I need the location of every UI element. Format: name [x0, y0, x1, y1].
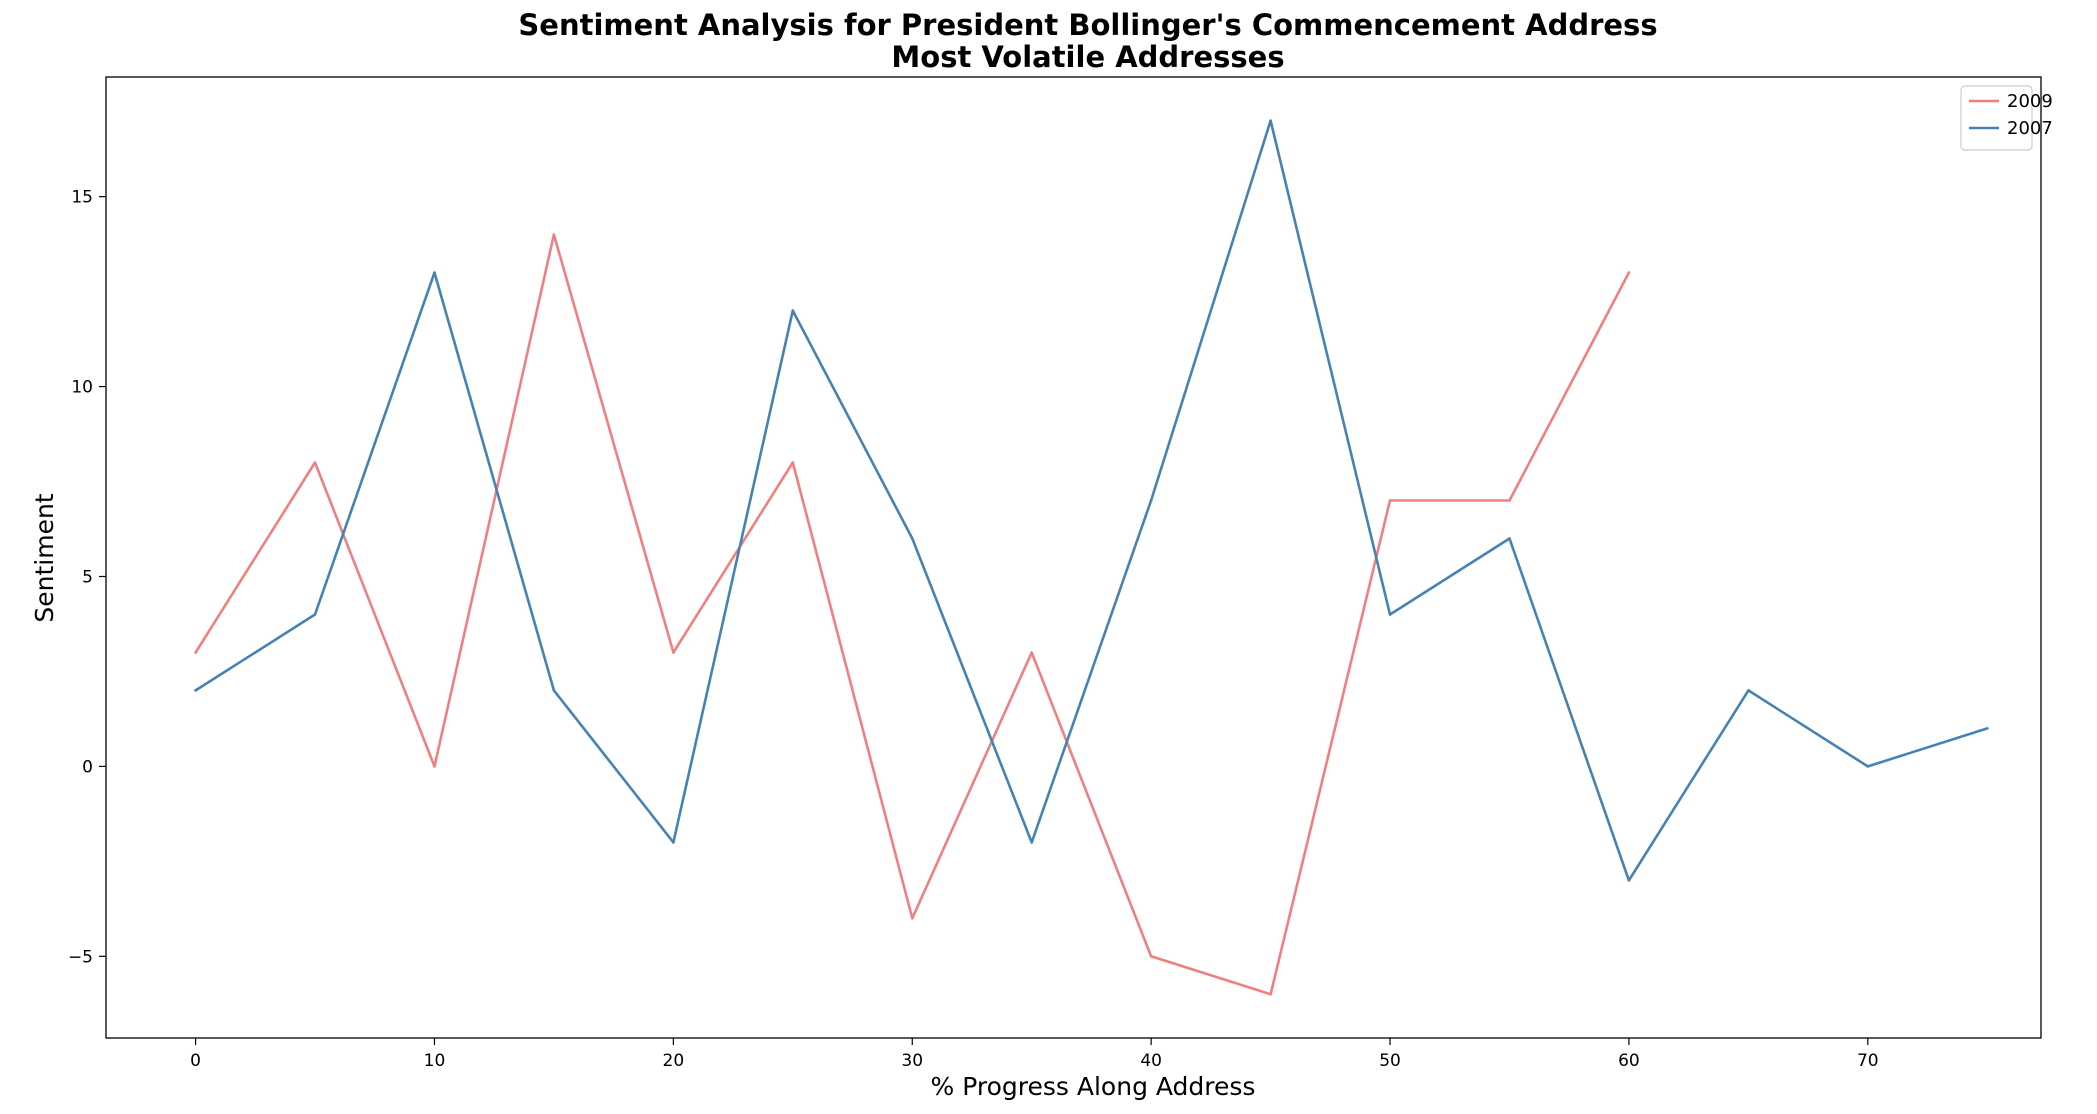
y-tick-label: 0 [82, 757, 93, 777]
data-point-2007-13 [1747, 689, 1750, 692]
data-point-2007-5 [791, 309, 795, 312]
legend-label-2007: 2007 [2007, 118, 2053, 139]
data-point-2009-3 [552, 233, 556, 236]
data-point-2009-9 [1269, 993, 1272, 996]
series-layer [194, 119, 1989, 996]
plot-area [106, 77, 2041, 1038]
data-point-2009-0 [194, 651, 197, 654]
y-tick-label: 15 [71, 188, 93, 208]
data-point-2009-11 [1508, 499, 1511, 502]
x-tick-label: 50 [1379, 1051, 1401, 1071]
x-tick-label: 0 [190, 1051, 201, 1071]
series-line-2007 [194, 119, 1989, 882]
data-point-2009-8 [1149, 955, 1153, 958]
data-point-2009-1 [313, 461, 317, 464]
y-axis-label: Sentiment [30, 493, 59, 622]
legend-label-2009: 2009 [2007, 91, 2053, 112]
plot-frame [105, 76, 2042, 1039]
data-point-2009-6 [911, 917, 914, 920]
y-tick-label: 5 [82, 567, 93, 587]
data-point-2007-1 [313, 613, 317, 616]
data-point-2007-10 [1388, 613, 1392, 616]
x-tick-label: 20 [663, 1051, 685, 1071]
data-point-2009-10 [1388, 499, 1392, 502]
data-point-2007-12 [1627, 879, 1631, 882]
data-point-2007-14 [1866, 765, 1870, 768]
chart-subtitle: Most Volatile Addresses [891, 40, 1284, 74]
y-axis: −5 0 5 10 15 [68, 188, 106, 967]
legend: 2009 2007 [1960, 85, 2053, 151]
data-point-2009-2 [433, 765, 436, 768]
x-tick-label: 60 [1618, 1051, 1640, 1071]
data-point-2007-8 [1149, 499, 1153, 502]
y-tick-label: −5 [68, 947, 93, 967]
data-point-2009-4 [672, 651, 675, 654]
data-point-2007-9 [1269, 119, 1272, 122]
data-point-2007-11 [1508, 537, 1511, 540]
x-tick-label: 30 [901, 1051, 923, 1071]
data-point-2007-7 [1030, 841, 1033, 844]
x-tick-label: 70 [1857, 1051, 1879, 1071]
data-point-2007-4 [672, 841, 675, 844]
data-point-2009-12 [1627, 271, 1631, 274]
data-point-2009-5 [791, 461, 795, 464]
x-tick-label: 40 [1140, 1051, 1162, 1071]
data-point-2007-15 [1986, 727, 1989, 730]
x-axis: 0 10 20 30 40 50 60 70 [190, 1038, 1879, 1071]
data-point-2007-6 [911, 537, 914, 540]
data-point-2007-0 [194, 689, 197, 692]
x-tick-label: 10 [424, 1051, 446, 1071]
data-point-2007-3 [552, 689, 556, 692]
x-axis-label: % Progress Along Address [931, 1072, 1256, 1101]
chart-title: Sentiment Analysis for President Bolling… [518, 8, 1657, 42]
y-tick-label: 10 [71, 378, 93, 398]
data-point-2009-7 [1030, 651, 1033, 654]
data-point-2007-2 [433, 271, 436, 274]
